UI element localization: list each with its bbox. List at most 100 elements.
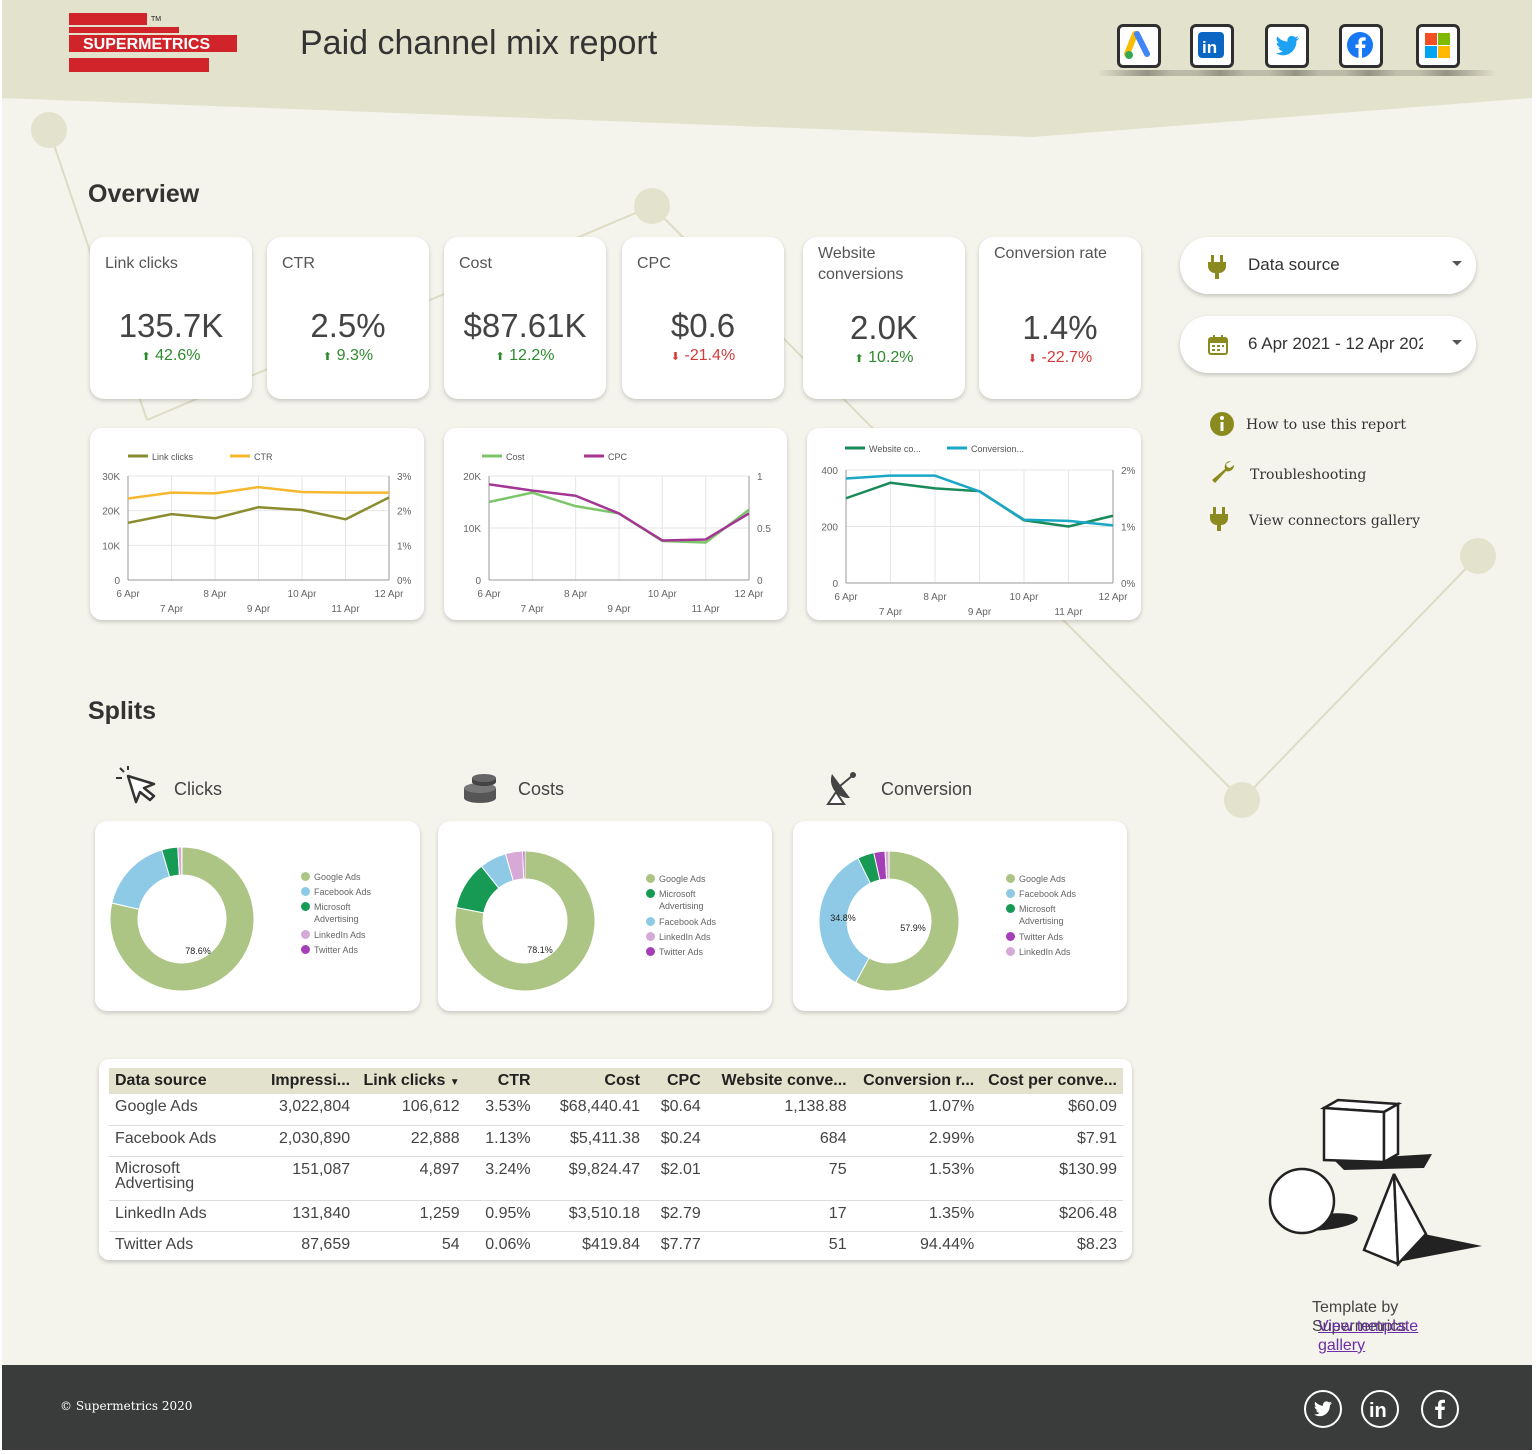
satellite-dish-icon [826, 772, 856, 805]
col-header-impressions[interactable]: Impressi... [260, 1068, 357, 1094]
splits-title: Splits [88, 697, 157, 725]
google-ads-icon [1124, 31, 1150, 59]
kpi-label: Link clicks [105, 255, 178, 272]
sort-desc-icon: ▼ [449, 1077, 460, 1088]
pie-slice-linkedin-ads[interactable] [884, 850, 890, 880]
x-tick-label: 12 Apr [1099, 592, 1129, 603]
legend-item-linkedin-ads[interactable]: LinkedIn Ads [646, 931, 746, 945]
table-cell-website-conve: 75 [706, 1156, 853, 1201]
view-template-gallery-link[interactable]: View template gallery [1318, 1318, 1419, 1354]
legend-item-twitter-ads[interactable]: Twitter Ads [646, 946, 746, 960]
legend-label: LinkedIn Ads [659, 932, 711, 942]
twitter-connector-icon[interactable] [1245, 24, 1345, 76]
legend-item-microsoft-advertising[interactable]: Microsoft Advertising [1006, 903, 1106, 929]
col-header-conversion-rate[interactable]: Conversion r... [852, 1068, 981, 1094]
legend-item-google-ads[interactable]: Google Ads [301, 871, 401, 885]
legend-swatch [646, 932, 655, 941]
data-source-selector[interactable]: Data source [1180, 237, 1476, 294]
pie-slice-twitter-ads[interactable] [522, 850, 526, 880]
arrow-up-icon: ⬆ [322, 351, 333, 363]
col-header-link-clicks[interactable]: Link clicks ▼ [356, 1068, 466, 1094]
x-tick-label: 9 Apr [968, 607, 992, 618]
legend-item-microsoft-advertising[interactable]: Microsoft Advertising [646, 888, 746, 914]
kpi-delta-value: 9.3% [336, 347, 374, 364]
template-by-label: Template by [1312, 1299, 1399, 1316]
y-tick-right-label: 2% [1121, 466, 1136, 477]
col-header-cost-per-conversion[interactable]: Cost per conve... [980, 1068, 1123, 1094]
legend-label: Google Ads [314, 872, 361, 882]
cost-cpc-chart-card: 0 10K 20K 0 0.5 1 6 Apr 8 Apr 10 Apr 12 Apr 7 Apr 9… [444, 428, 787, 620]
connectors-gallery-link[interactable]: View connectors gallery [1249, 513, 1421, 529]
pie-slice-google-ads[interactable] [454, 850, 596, 992]
pie-data-label: 34.8% [830, 913, 856, 923]
kpi-value: 2.0K [850, 309, 918, 346]
legend-swatch [1006, 889, 1015, 898]
table-cell-cpc: $7.77 [645, 1231, 707, 1263]
table-row[interactable]: Facebook Ads 2,030,890 22,888 1.13% $5,411.3… [109, 1125, 1123, 1157]
series-line-ctr[interactable] [127, 485, 389, 500]
arrow-down-icon: ⬇ [670, 351, 681, 363]
legend-item-google-ads[interactable]: Google Ads [646, 873, 746, 887]
legend-item-facebook-ads[interactable]: Facebook Ads [646, 916, 746, 930]
legend-item-linkedin-ads[interactable]: LinkedIn Ads [301, 929, 401, 943]
table-cell-cost: $9,824.47 [536, 1156, 646, 1201]
costs-split-card: 78.1% Google Ads Microsoft Advertising Fac… [438, 821, 772, 1011]
legend-item-facebook-ads[interactable]: Facebook Ads [1006, 888, 1106, 902]
pie-slice-google-ads[interactable] [109, 846, 255, 992]
legend-item-linkedin-ads[interactable]: LinkedIn Ads [1006, 946, 1106, 960]
series-line-link-clicks[interactable] [127, 496, 390, 525]
how-to-use-link[interactable]: How to use this report [1246, 417, 1406, 433]
linkedin-connector-icon[interactable]: in [1170, 24, 1270, 76]
table-cell-link-clicks: 22,888 [356, 1125, 466, 1157]
legend-item-google-ads[interactable]: Google Ads [1006, 873, 1106, 887]
legend-item-twitter-ads[interactable]: Twitter Ads [301, 944, 401, 958]
troubleshooting-link[interactable]: Troubleshooting [1250, 467, 1367, 483]
x-tick-label: 10 Apr [648, 589, 678, 600]
table-cell-cost: $3,510.18 [536, 1200, 646, 1232]
facebook-icon [1435, 1399, 1445, 1419]
series-line-cpc[interactable] [488, 483, 750, 542]
coins-icon [464, 774, 496, 803]
series-line-conversion[interactable] [845, 474, 1114, 527]
facebook-connector-icon[interactable] [1319, 24, 1419, 76]
twitter-social-link[interactable] [1304, 1390, 1342, 1428]
date-range-picker[interactable]: 6 Apr 2021 - 12 Apr 2021 [1180, 316, 1476, 373]
table-row[interactable]: Google Ads 3,022,804 106,612 3.53% $68,440.4… [109, 1094, 1123, 1126]
pie-slice-google-ads[interactable] [854, 850, 960, 992]
table-cell-cost: $419.84 [536, 1231, 646, 1263]
conversions-chart-card: 0 200 400 0% 1% 2% 6 Apr 8 Apr 10 Apr 12 Apr 7 Apr… [807, 428, 1141, 620]
data-source-label: Data source [1248, 255, 1340, 274]
kpi-label: CTR [282, 255, 315, 272]
legend-item-facebook-ads[interactable]: Facebook Ads [301, 886, 401, 900]
table-cell-cost-per-conve: $7.91 [980, 1125, 1123, 1157]
col-header-website-conversions[interactable]: Website conve... [706, 1068, 853, 1094]
facebook-social-link[interactable] [1421, 1390, 1459, 1428]
table-cell-cost-per-conve: $130.99 [980, 1156, 1123, 1201]
legend-label: Cost [506, 452, 525, 462]
legend-item-twitter-ads[interactable]: Twitter Ads [1006, 931, 1106, 945]
y-tick-right-label: 1% [1121, 523, 1136, 534]
table-row[interactable]: Twitter Ads 87,659 54 0.06% $419.84 $7.77 51 94… [109, 1231, 1123, 1263]
col-header-cost[interactable]: Cost [536, 1068, 646, 1094]
x-tick-label: 7 Apr [879, 607, 903, 618]
table-row[interactable]: LinkedIn Ads 131,840 1,259 0.95% $3,510.18 $2… [109, 1200, 1123, 1232]
google-ads-connector-icon[interactable] [1097, 24, 1197, 76]
linkedin-social-link[interactable]: in [1361, 1390, 1399, 1428]
kpi-delta-value: 42.6% [155, 347, 201, 364]
link-clicks-ctr-chart-card: 0 10K 20K 30K 0% 1% 2% 3% 6 Apr 8 Apr 10 Apr 12 Apr… [90, 428, 424, 620]
table-cell-ctr: 1.13% [465, 1125, 537, 1157]
legend-swatch [646, 917, 655, 926]
col-header-ctr[interactable]: CTR [465, 1068, 537, 1094]
channel-table: Data source Impressi... Link clicks ▼ CT… [109, 1068, 1123, 1263]
pie-slice-facebook-ads[interactable] [111, 849, 171, 910]
col-header-data-source[interactable]: Data source [109, 1068, 261, 1094]
footer: © Supermetrics 2020 in [2, 1365, 1532, 1450]
x-tick-label: 12 Apr [735, 589, 765, 600]
y-tick-left-label: 200 [821, 523, 838, 534]
microsoft-connector-icon[interactable] [1396, 24, 1496, 76]
legend-item-microsoft-advertising[interactable]: Microsoft Advertising [301, 901, 401, 927]
table-cell-link-clicks: 54 [356, 1231, 466, 1263]
col-header-cpc[interactable]: CPC [645, 1068, 707, 1094]
table-row[interactable]: Microsoft Advertising 151,087 4,897 3.24% $9… [109, 1156, 1123, 1201]
